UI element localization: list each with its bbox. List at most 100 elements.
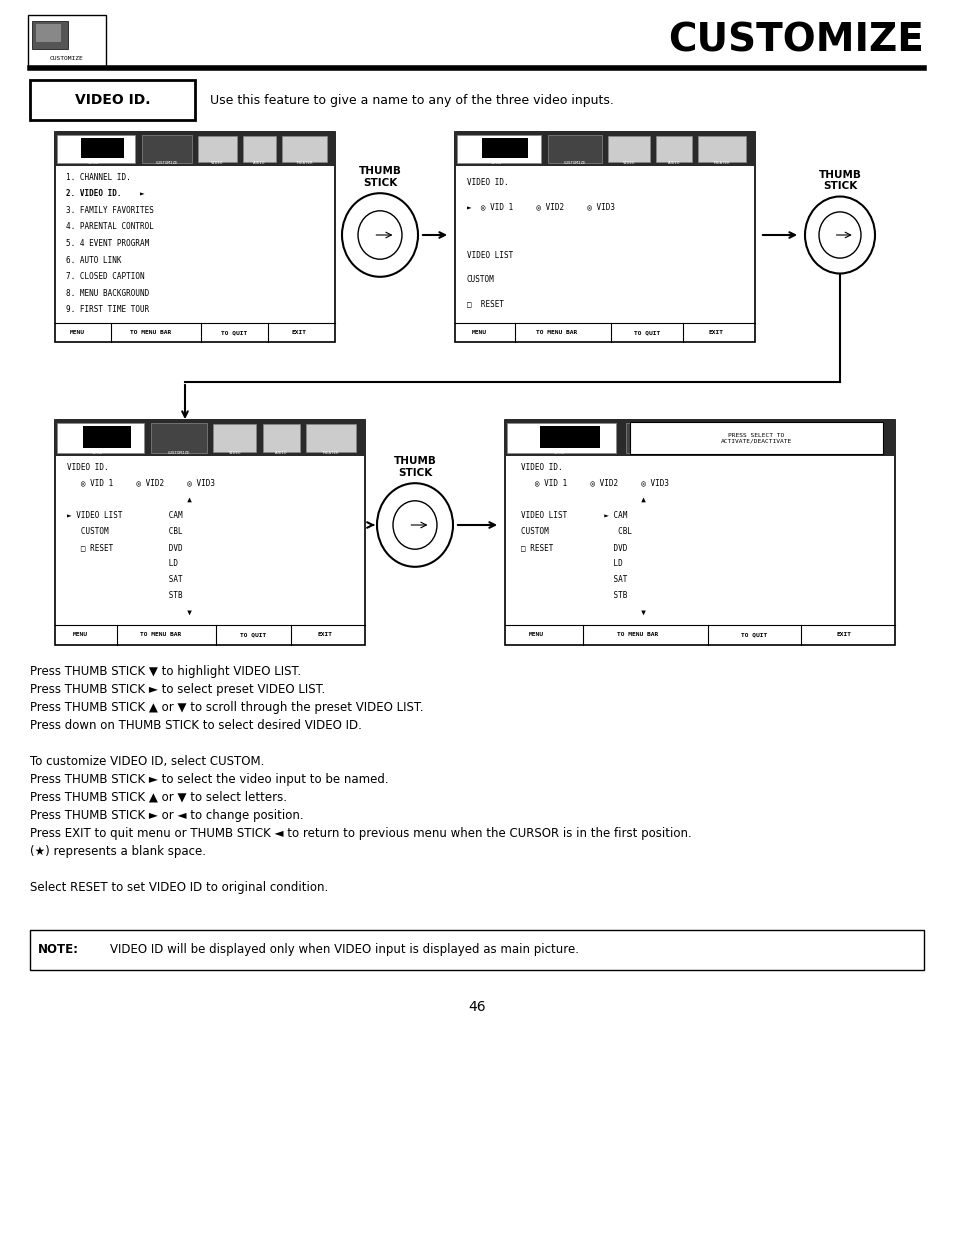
Text: VIDEO LIST        ► CAM: VIDEO LIST ► CAM [520,511,626,520]
Text: □  RESET: □ RESET [467,299,503,309]
Text: SETUP: SETUP [490,161,503,164]
Text: Press THUMB STICK ▼ to highlight VIDEO LIST.: Press THUMB STICK ▼ to highlight VIDEO L… [30,664,301,678]
Text: Press THUMB STICK ▲ or ▼ to scroll through the preset VIDEO LIST.: Press THUMB STICK ▲ or ▼ to scroll throu… [30,701,423,714]
Text: VIDEO ID will be displayed only when VIDEO input is displayed as main picture.: VIDEO ID will be displayed only when VID… [110,944,578,956]
Text: To customize VIDEO ID, select CUSTOM.: To customize VIDEO ID, select CUSTOM. [30,755,264,768]
Text: TO MENU BAR: TO MENU BAR [140,632,181,637]
Ellipse shape [341,193,417,277]
Bar [539,426,599,448]
Text: Press EXIT to quit menu or THUMB STICK ◄ to return to previous menu when the CUR: Press EXIT to quit menu or THUMB STICK ◄… [30,827,691,840]
Text: CUSTOM             CBL: CUSTOM CBL [68,527,183,536]
Bar [698,136,745,162]
Bar [455,132,754,342]
Text: □ RESET            DVD: □ RESET DVD [68,543,183,552]
Ellipse shape [376,483,453,567]
Ellipse shape [804,196,874,273]
Text: THEATER: THEATER [713,161,730,164]
Text: STB: STB [520,592,626,600]
Text: Press THUMB STICK ► to select preset VIDEO LIST.: Press THUMB STICK ► to select preset VID… [30,683,325,697]
Text: 2. VIDEO ID.    ►: 2. VIDEO ID. ► [66,189,145,199]
Text: TO MENU BAR: TO MENU BAR [617,632,658,637]
Text: TO QUIT: TO QUIT [740,632,767,637]
Text: MENU: MENU [471,330,486,335]
Text: STB: STB [68,592,183,600]
Bar [306,424,355,452]
Text: ◎ VID 1     ◎ VID2     ◎ VID3: ◎ VID 1 ◎ VID2 ◎ VID3 [520,479,668,488]
Text: SETUP: SETUP [92,451,105,454]
Text: 1. CHANNEL ID.: 1. CHANNEL ID. [66,173,131,182]
Bar [83,426,131,448]
Text: 7. CLOSED CAPTION: 7. CLOSED CAPTION [66,272,145,282]
Bar [625,424,696,453]
Text: 46: 46 [468,1000,485,1014]
Text: Press THUMB STICK ▲ or ▼ to select letters.: Press THUMB STICK ▲ or ▼ to select lette… [30,790,287,804]
Text: SAT: SAT [520,576,626,584]
Bar [55,132,335,342]
Text: ▲: ▲ [68,495,193,504]
Text: VIDEO LIST: VIDEO LIST [467,251,513,259]
Text: LD: LD [68,559,178,568]
Text: Press THUMB STICK ► or ◄ to change position.: Press THUMB STICK ► or ◄ to change posit… [30,809,303,823]
Bar [607,136,649,162]
Text: THEATER: THEATER [295,161,313,164]
Bar [213,424,256,452]
Bar [32,21,68,49]
Text: TO MENU BAR: TO MENU BAR [130,330,171,335]
Text: LD: LD [520,559,621,568]
Text: CUSTOMIZE: CUSTOMIZE [563,161,586,164]
Bar [36,23,61,42]
Text: MENU: MENU [70,330,85,335]
Text: THUMB
STICK: THUMB STICK [394,456,436,478]
Text: ▼: ▼ [520,608,645,616]
Bar [820,424,882,452]
Bar [547,135,601,163]
Text: AUDIO: AUDIO [253,161,265,164]
Bar [262,424,299,452]
Ellipse shape [393,501,436,550]
Text: Use this feature to give a name to any of the three video inputs.: Use this feature to give a name to any o… [210,94,613,106]
Ellipse shape [818,212,861,258]
Bar [504,420,894,645]
Bar [197,136,236,162]
Text: THEATER: THEATER [842,451,860,454]
Ellipse shape [357,211,401,259]
Text: PRESS SELECT TO
ACTIVATE/DEACTIVATE: PRESS SELECT TO ACTIVATE/DEACTIVATE [720,432,791,443]
Text: VIDEO: VIDEO [211,161,223,164]
Text: SETUP: SETUP [553,451,565,454]
Text: MENU: MENU [72,632,88,637]
Text: NOTE:: NOTE: [38,944,79,956]
Text: VIDEO: VIDEO [724,451,737,454]
Text: EXIT: EXIT [708,330,722,335]
Text: TO QUIT: TO QUIT [221,330,247,335]
Bar [504,420,894,456]
Bar [57,424,144,453]
Text: 5. 4 EVENT PROGRAM: 5. 4 EVENT PROGRAM [66,240,150,248]
Bar [55,420,365,645]
Bar [57,135,135,163]
Bar [80,138,124,158]
Bar [629,422,882,454]
Text: 8. MENU BACKGROUND: 8. MENU BACKGROUND [66,289,150,298]
Text: CUSTOMIZE: CUSTOMIZE [168,451,190,454]
Text: 3. FAMILY FAVORITES: 3. FAMILY FAVORITES [66,206,154,215]
Bar [481,138,528,158]
Text: VIDEO ID.: VIDEO ID. [68,463,109,472]
Text: CUSTOMIZE: CUSTOMIZE [155,161,178,164]
Text: VIDEO: VIDEO [229,451,241,454]
Text: VIDEO ID.: VIDEO ID. [467,178,508,186]
Bar [765,424,812,452]
Bar [55,420,365,456]
Text: THUMB
STICK: THUMB STICK [818,169,861,191]
Text: AUDIO: AUDIO [274,451,287,454]
Text: THUMB
STICK: THUMB STICK [358,165,401,188]
Text: VIDEO: VIDEO [622,161,635,164]
Text: MENU: MENU [528,632,543,637]
Text: EXIT: EXIT [836,632,851,637]
Text: VIDEO ID.: VIDEO ID. [74,93,150,107]
Text: AUDIO: AUDIO [782,451,795,454]
Bar [455,132,754,165]
Bar [55,132,335,165]
Text: ▲: ▲ [520,495,645,504]
Text: ◎ VID 1     ◎ VID2     ◎ VID3: ◎ VID 1 ◎ VID2 ◎ VID3 [68,479,215,488]
Text: Select RESET to set VIDEO ID to original condition.: Select RESET to set VIDEO ID to original… [30,881,328,894]
